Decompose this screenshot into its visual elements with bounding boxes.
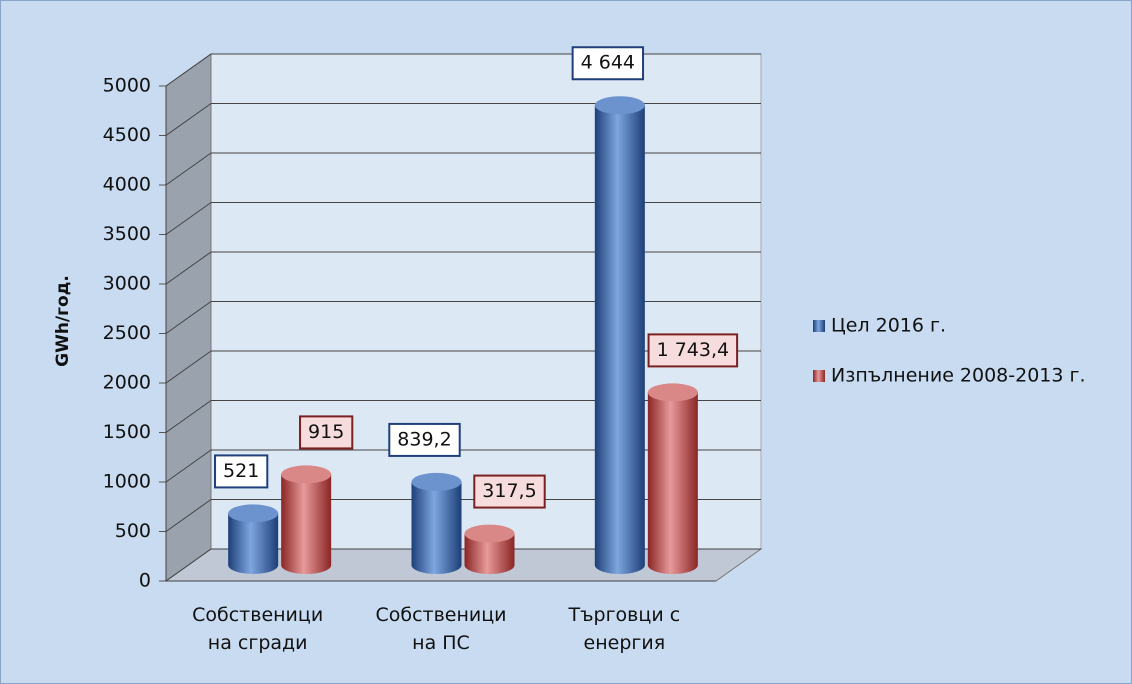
grid-line xyxy=(165,548,212,582)
y-tick-label: 4000 xyxy=(103,174,151,196)
grid-line xyxy=(165,152,212,186)
bar-body xyxy=(411,481,462,574)
value-label-box xyxy=(214,454,269,489)
bar xyxy=(647,383,698,574)
value-label: 839,2 xyxy=(397,428,451,450)
legend-swatch xyxy=(813,320,825,332)
bar-top xyxy=(281,465,332,484)
value-label: 915 xyxy=(308,421,344,443)
x-tick-label: Търговци с енергия xyxy=(568,604,681,654)
grid-line xyxy=(165,499,212,532)
value-label-box xyxy=(647,333,739,368)
y-tick-label: 500 xyxy=(115,520,151,542)
grid-line xyxy=(165,103,212,136)
bar-top xyxy=(464,524,515,543)
grid-line xyxy=(165,53,212,87)
legend-label: Изпълнение 2008-2013 г. xyxy=(831,365,1086,387)
y-tick-label: 2000 xyxy=(103,372,151,394)
bar-body xyxy=(594,105,645,574)
bar-top xyxy=(594,96,645,115)
y-tick-label: 3000 xyxy=(103,273,151,295)
legend-label: Цел 2016 г. xyxy=(831,315,946,337)
value-label: 521 xyxy=(223,460,259,482)
y-tick-label: 5000 xyxy=(103,75,151,97)
value-label: 317,5 xyxy=(482,480,536,502)
x-tick-label: Собственици на сгради xyxy=(192,604,324,654)
bar-body xyxy=(228,513,279,574)
value-label: 4 644 xyxy=(581,52,635,74)
y-tick-label: 4500 xyxy=(103,124,151,146)
value-label-box xyxy=(473,474,546,509)
x-tick-label: Собственици на ПС xyxy=(375,604,507,654)
y-tick-label: 3500 xyxy=(103,223,151,245)
bar-body xyxy=(281,474,332,574)
bar xyxy=(594,96,645,574)
bar-top xyxy=(647,383,698,402)
grid-line xyxy=(165,301,212,334)
grid-line xyxy=(165,449,212,483)
bar xyxy=(281,465,332,574)
value-label-box xyxy=(299,415,354,450)
bar xyxy=(228,504,279,574)
grid-line xyxy=(165,251,212,285)
grid-line xyxy=(165,400,212,433)
bar-top xyxy=(228,504,279,523)
grid-line xyxy=(165,202,212,235)
y-tick-label: 0 xyxy=(139,570,151,592)
bar xyxy=(411,472,462,574)
value-label: 1 743,4 xyxy=(657,339,730,361)
bar-body xyxy=(647,392,698,574)
y-tick-label: 1500 xyxy=(103,421,151,443)
y-axis-label: GWh/год. xyxy=(53,275,73,367)
value-label-box xyxy=(571,46,645,81)
bar-top xyxy=(411,472,462,491)
y-tick-label: 1000 xyxy=(103,471,151,493)
bar xyxy=(464,524,515,574)
grid-line xyxy=(165,350,212,384)
value-label-box xyxy=(388,422,461,457)
legend-swatch xyxy=(813,370,825,382)
y-tick-label: 2500 xyxy=(103,322,151,344)
bar-body xyxy=(464,533,515,574)
